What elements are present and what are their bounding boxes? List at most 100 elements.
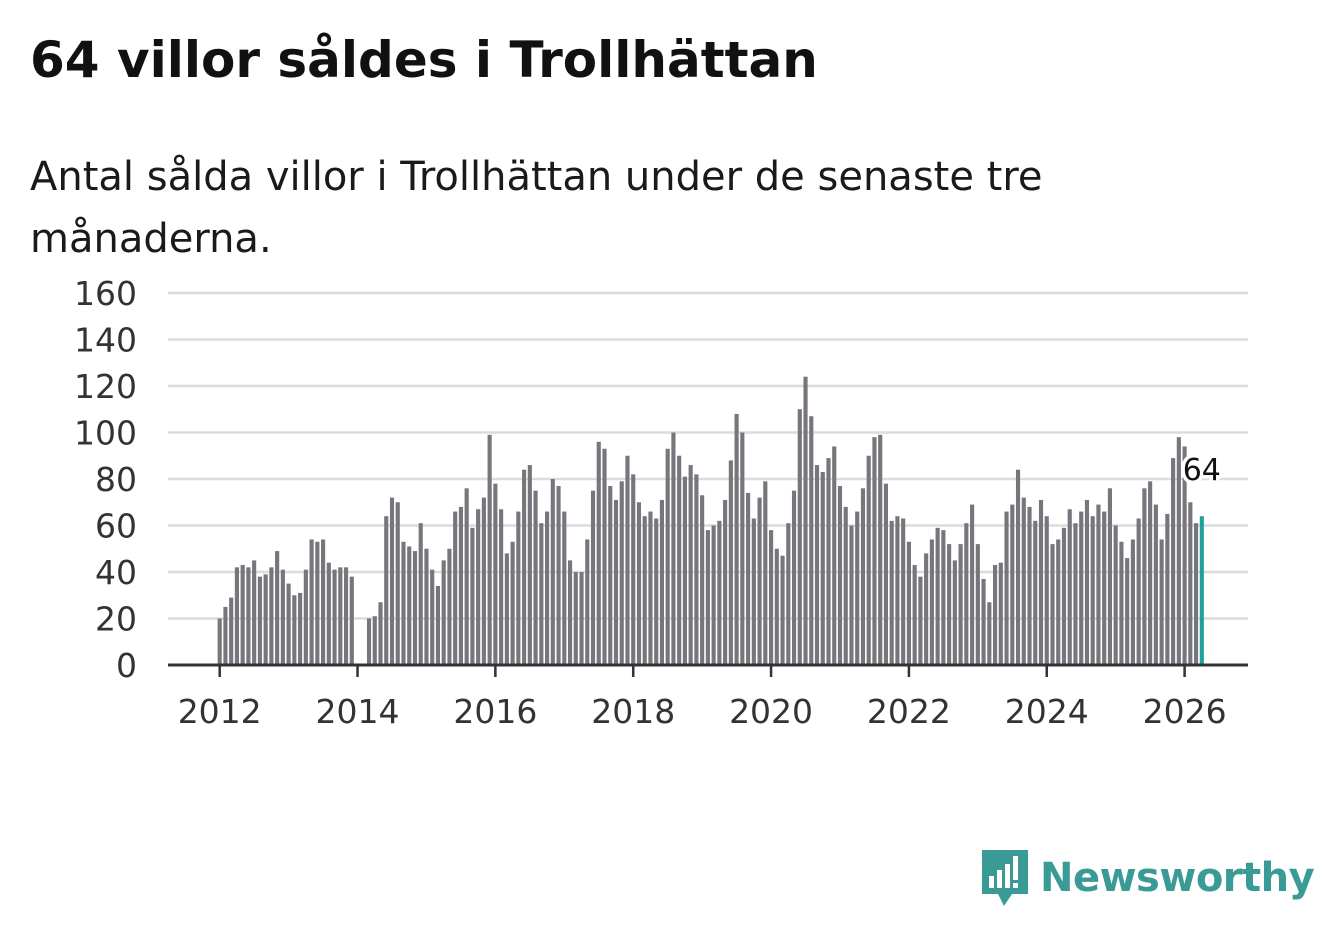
bar (832, 446, 837, 665)
bar (269, 567, 274, 665)
x-tick-label: 2012 (178, 692, 262, 731)
bar (705, 530, 710, 665)
bar (694, 474, 699, 665)
bar (998, 562, 1003, 665)
bar (326, 562, 331, 665)
bar (757, 497, 762, 665)
bar (407, 546, 412, 665)
bar (556, 485, 561, 665)
y-tick-label: 140 (74, 321, 137, 360)
bar (912, 565, 917, 665)
bar (1194, 523, 1199, 665)
brand-logo: Newsworthy (980, 848, 1315, 908)
bar (786, 523, 791, 665)
bar (901, 518, 906, 665)
bar (453, 511, 458, 665)
bar (286, 583, 291, 666)
bar (464, 488, 469, 665)
bar (280, 569, 285, 665)
bar (1153, 504, 1158, 665)
bar (751, 518, 756, 665)
bar (1090, 516, 1095, 665)
bar (642, 516, 647, 665)
bar (723, 499, 728, 665)
bar (263, 574, 268, 665)
bar (1171, 458, 1176, 665)
bar (780, 555, 785, 665)
bar (1136, 518, 1141, 665)
bar (820, 472, 825, 665)
bar (763, 481, 768, 665)
bar (981, 578, 986, 665)
bar (545, 511, 550, 665)
bar (774, 548, 779, 665)
bar (303, 569, 308, 665)
bar (596, 441, 601, 665)
bar (665, 448, 670, 665)
bar (826, 458, 831, 665)
y-tick-label: 80 (95, 460, 137, 499)
annotations: 64 (1179, 450, 1224, 492)
bar (700, 495, 705, 665)
bar (975, 544, 980, 665)
bar (470, 527, 475, 665)
bar (240, 565, 245, 665)
bar (1159, 539, 1164, 665)
bar (809, 416, 814, 665)
bar (567, 560, 573, 666)
y-tick-label: 100 (74, 414, 137, 453)
bar (412, 551, 418, 665)
y-tick-label: 120 (74, 367, 137, 406)
bar (964, 523, 969, 665)
y-tick-label: 20 (95, 600, 137, 639)
bar (527, 465, 532, 665)
bar (338, 567, 343, 665)
bar (217, 618, 222, 665)
bar (395, 502, 400, 665)
bar (332, 569, 337, 665)
bar (522, 469, 527, 665)
bar (562, 511, 567, 665)
bar (1107, 488, 1112, 665)
bar (987, 602, 992, 665)
bar (499, 509, 504, 665)
bar (476, 509, 481, 665)
bar (372, 616, 377, 665)
chart-subtitle: Antal sålda villor i Trollhättan under d… (30, 154, 1043, 262)
y-tick-label: 0 (116, 646, 137, 685)
y-tick-label: 40 (95, 553, 137, 592)
bar (349, 576, 354, 665)
bar (292, 595, 297, 665)
bar (1044, 516, 1049, 665)
bar (883, 483, 888, 665)
bar (906, 541, 911, 665)
y-tick-label: 160 (74, 274, 137, 313)
bar (613, 499, 619, 665)
bar (878, 434, 883, 665)
bar (682, 476, 687, 665)
bar (924, 553, 929, 665)
bar (1084, 499, 1090, 665)
bar (366, 618, 372, 665)
bar (252, 560, 257, 666)
bar (309, 539, 314, 665)
bar (929, 539, 934, 665)
bar (246, 567, 251, 665)
bar (608, 485, 613, 665)
bar (1165, 513, 1170, 666)
bar (952, 560, 957, 666)
x-tick-label: 2022 (867, 692, 951, 731)
bar (378, 602, 383, 665)
newsworthy-logo-icon (982, 850, 1028, 906)
bar (458, 506, 463, 665)
bar (229, 597, 234, 665)
brand-name: Newsworthy (1040, 855, 1315, 901)
bar (797, 409, 802, 665)
bar (728, 460, 733, 665)
bar (573, 572, 578, 665)
bar (384, 516, 389, 665)
bar (516, 511, 521, 665)
bar (1038, 499, 1044, 665)
bar (814, 465, 820, 665)
bar (746, 492, 751, 665)
